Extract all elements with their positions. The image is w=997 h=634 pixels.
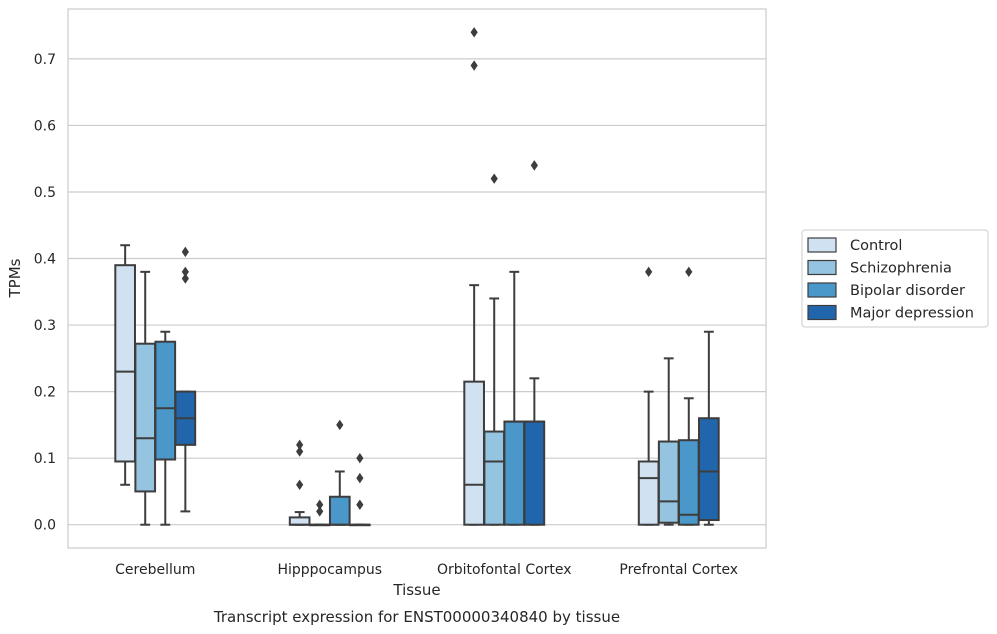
outlier-point — [470, 27, 478, 38]
box-iqr — [523, 420, 546, 526]
outlier-point — [296, 479, 304, 490]
outlier-point — [356, 452, 364, 464]
x-tick-labels: Cerebellum Hipppocampus Orbitofontal Corte… — [115, 562, 738, 578]
box-iqr — [463, 380, 485, 526]
outlier-point — [316, 499, 324, 510]
y-tick-label: 0.7 — [34, 52, 56, 68]
legend-label: Major depression — [850, 306, 974, 322]
box-2-2 — [503, 270, 526, 526]
outlier-point — [685, 266, 693, 278]
box-iqr — [677, 439, 700, 526]
box-1-3 — [349, 452, 371, 527]
box-2-3 — [523, 160, 546, 526]
x-tick-label: Prefrontal Cortex — [619, 562, 738, 578]
box-0-2 — [154, 330, 177, 526]
x-tick-label: Hipppocampus — [277, 562, 382, 578]
outlier-point — [356, 499, 364, 510]
box-iqr — [483, 430, 506, 526]
y-tick-label: 0.1 — [34, 451, 56, 467]
box-3-1 — [657, 357, 680, 526]
box-3-3 — [698, 330, 720, 526]
outlier-point — [181, 266, 189, 278]
y-tick-label: 0.3 — [34, 318, 56, 334]
box-iqr — [154, 340, 177, 461]
box-2-1 — [483, 173, 506, 526]
box-1-0 — [288, 439, 311, 526]
legend-frame — [801, 229, 989, 328]
y-axis-label: TPMs — [6, 258, 24, 298]
x-tick-label: Orbitofontal Cortex — [437, 562, 572, 578]
outlier-point — [181, 273, 189, 284]
outlier-point — [356, 472, 364, 484]
box-iqr — [134, 342, 157, 493]
legend-swatch — [807, 237, 837, 253]
x-axis-label: Tissue — [392, 581, 440, 599]
box-iqr — [657, 440, 680, 524]
box-iqr — [114, 264, 136, 463]
legend-swatch — [807, 282, 837, 298]
box-0-0 — [114, 244, 136, 486]
outlier-point — [470, 60, 478, 71]
box-iqr — [288, 516, 311, 526]
plot-frame — [67, 8, 767, 549]
legend: Control Schizophrenia Bipolar disorder Majo… — [801, 229, 989, 328]
outlier-point — [336, 419, 344, 431]
outlier-point — [490, 173, 498, 184]
outlier-point — [181, 246, 189, 258]
outlier-point — [296, 446, 304, 457]
box-iqr — [503, 420, 526, 526]
x-tick-label: Cerebellum — [115, 562, 195, 578]
legend-label: Bipolar disorder — [850, 283, 965, 299]
legend-swatch — [807, 304, 837, 321]
y-tick-label: 0.2 — [34, 385, 56, 401]
box-1-1 — [308, 499, 331, 527]
y-tick-labels: 0.0 0.1 0.2 0.3 0.4 0.5 0.6 0.7 — [34, 52, 56, 534]
box-iqr — [698, 417, 720, 522]
legend-swatch — [807, 259, 837, 276]
y-tick-label: 0.6 — [34, 118, 56, 134]
outlier-point — [645, 266, 653, 278]
box-iqr — [328, 495, 351, 526]
box-1-2 — [328, 419, 351, 526]
y-tick-label: 0.5 — [34, 185, 56, 201]
box-iqr — [637, 460, 660, 526]
outlier-point — [296, 439, 304, 451]
box-0-3 — [174, 246, 197, 513]
legend-label: Control — [850, 238, 902, 254]
chart-caption: Transcript expression for ENST0000034084… — [213, 608, 620, 626]
legend-label: Schizophrenia — [850, 261, 952, 277]
y-tick-label: 0.0 — [34, 518, 56, 534]
outlier-point — [316, 506, 324, 517]
y-tick-label: 0.4 — [34, 252, 56, 268]
boxes-layer — [114, 27, 720, 527]
outlier-point — [530, 160, 538, 171]
